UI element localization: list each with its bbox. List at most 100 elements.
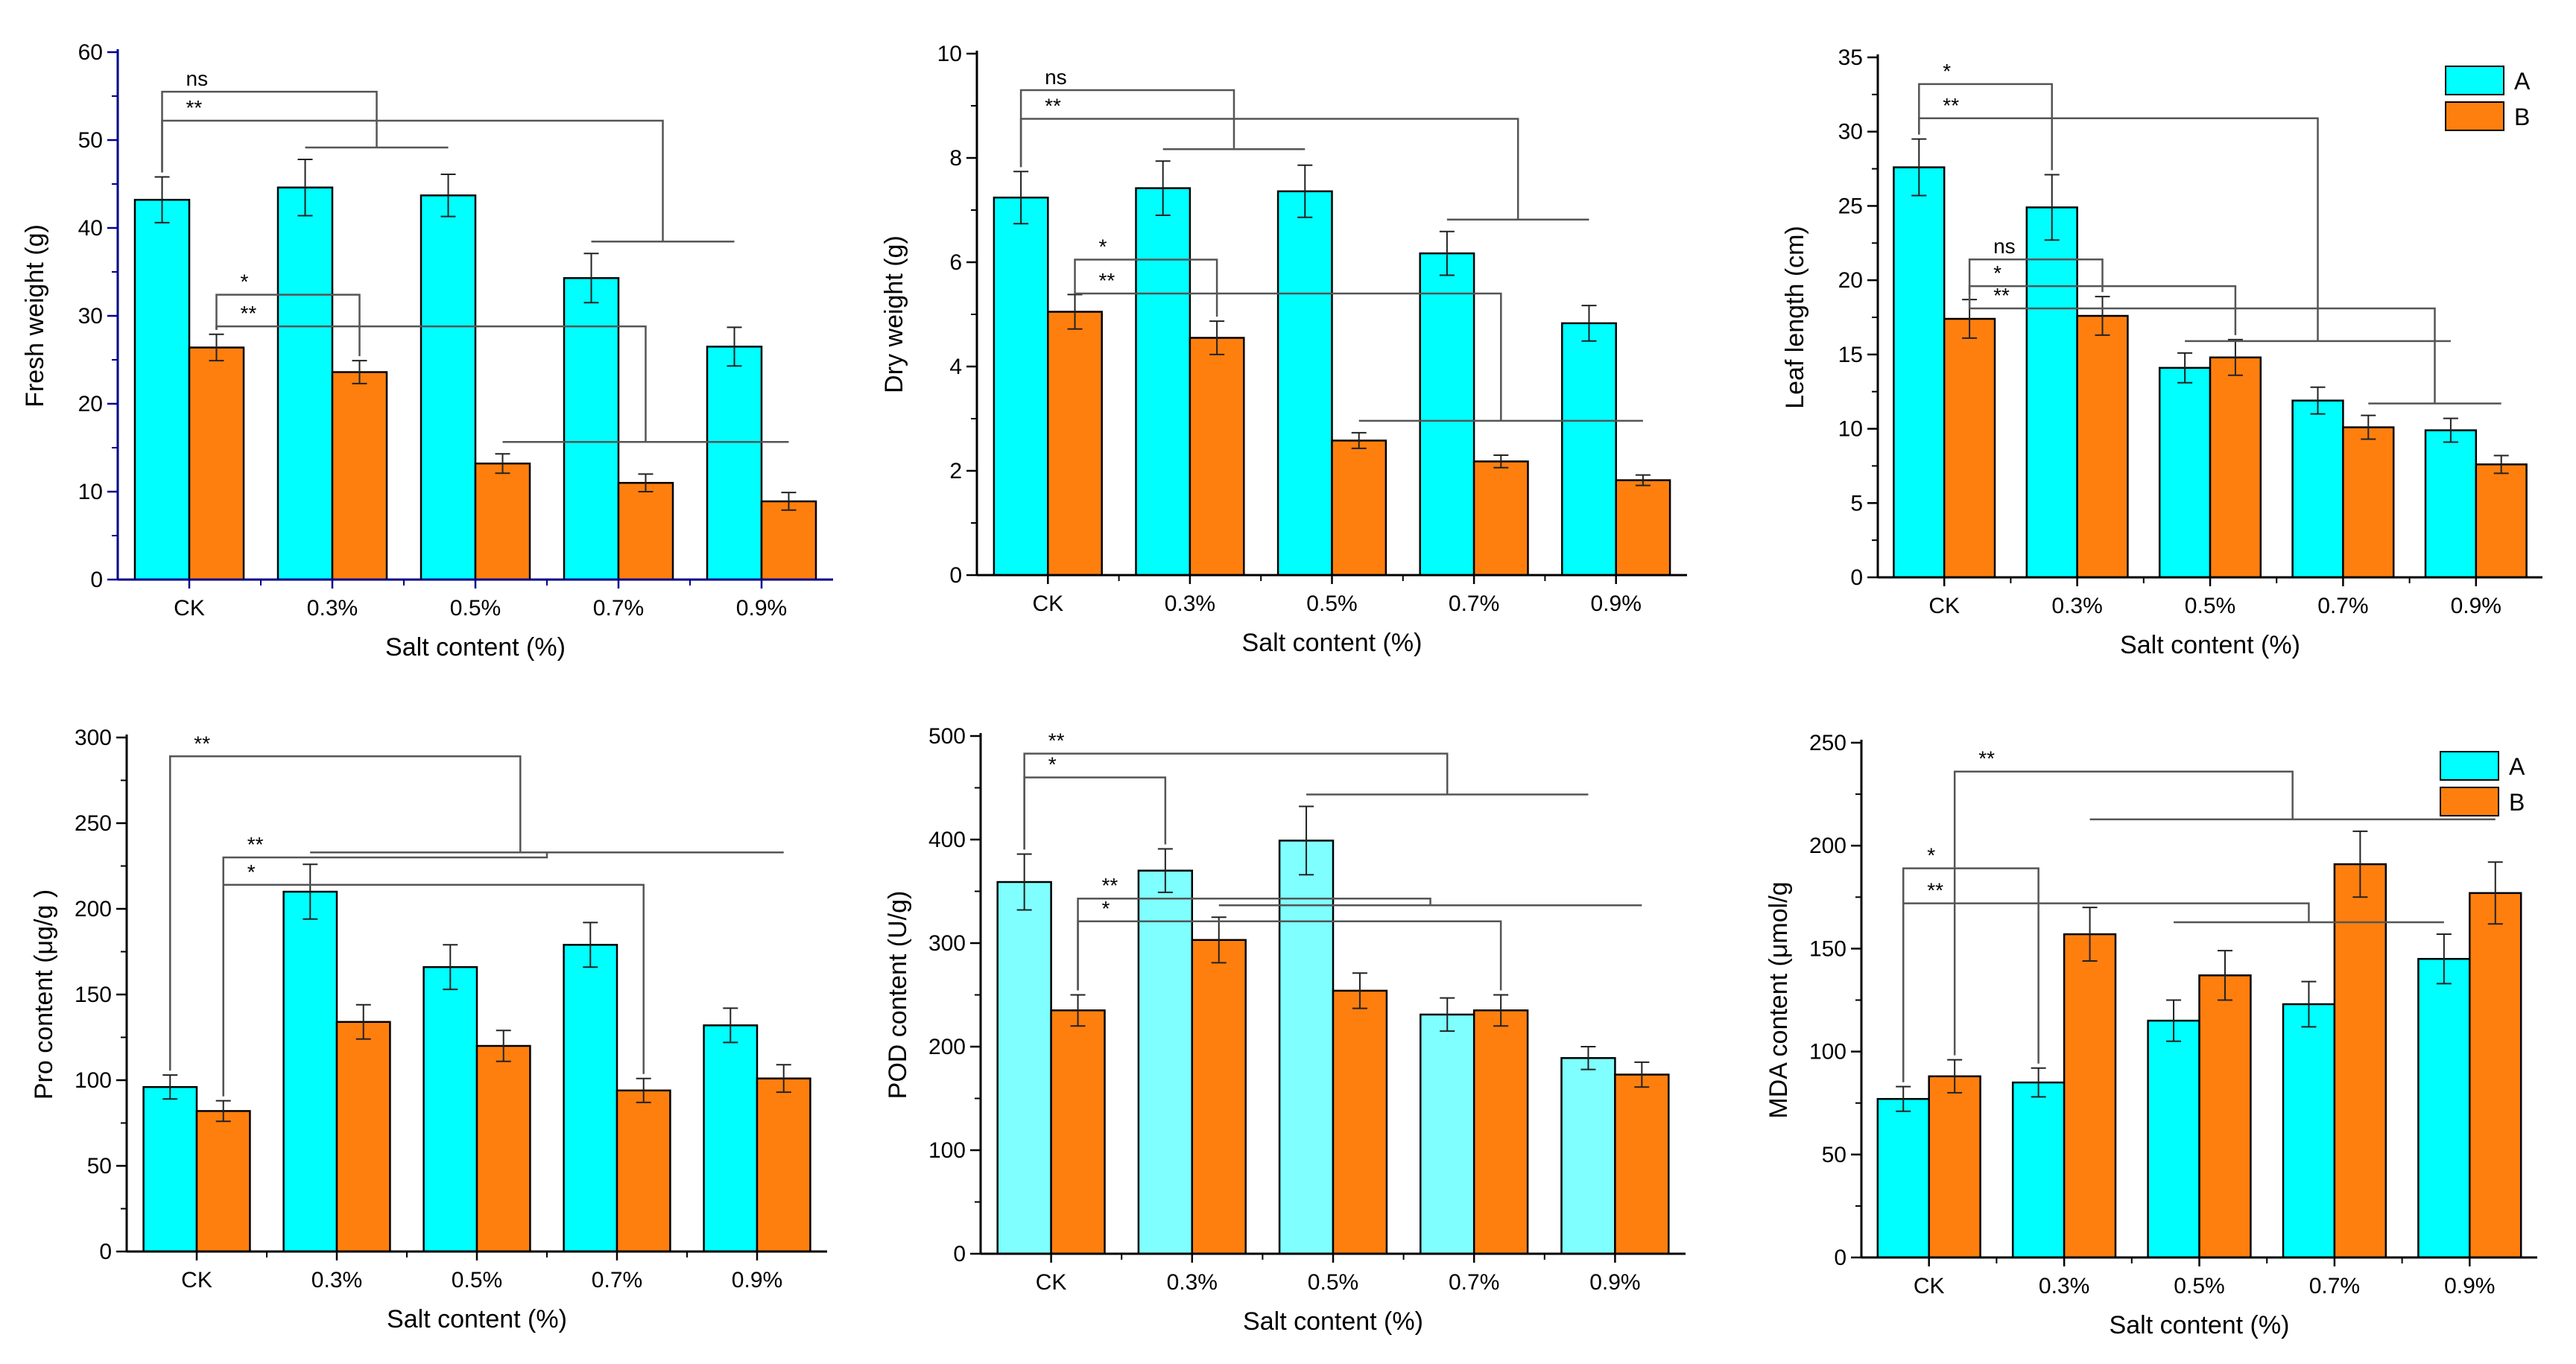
bar-A-0.9% <box>2417 957 2471 1259</box>
y-tick-label: 2 <box>949 459 962 483</box>
significance-label: ** <box>247 833 264 856</box>
error-bar-B-0.7% <box>2361 414 2376 440</box>
error-bar-A-0.9% <box>1580 1046 1596 1070</box>
error-bar-A-0.9% <box>2436 933 2452 985</box>
y-axis-title: MDA content (μmol/g <box>1765 881 1793 1118</box>
bar-B-0.5% <box>2209 356 2262 579</box>
error-bar-B-0.7% <box>638 473 654 492</box>
bar-A-0.9% <box>1560 1057 1616 1255</box>
significance-label: ** <box>1048 729 1065 752</box>
bar-A-CK <box>133 198 191 581</box>
error-bar-B-0.7% <box>636 1077 651 1103</box>
significance-bracket: ** <box>1902 879 2444 1082</box>
bar-B-CK <box>1943 317 1996 579</box>
significance-bracket: ** <box>1953 747 2496 1056</box>
error-bar-B-0.5% <box>2217 950 2232 1001</box>
error-bar-B-0.3% <box>2082 907 2098 962</box>
y-tick-label: 250 <box>1809 731 1846 755</box>
bar-A-CK <box>142 1085 198 1253</box>
error-bar-B-CK <box>1947 1059 1963 1094</box>
bar-B-CK <box>1047 311 1103 577</box>
error-bar-B-0.9% <box>781 492 797 511</box>
y-tick-label: 20 <box>78 392 103 416</box>
bar-B-0.3% <box>1191 939 1247 1255</box>
bar-B-0.9% <box>1614 1073 1670 1255</box>
x-tick-label: 0.9% <box>2444 1274 2495 1298</box>
bracket-line <box>1902 902 2444 1082</box>
y-tick-label: 20 <box>1838 268 1863 293</box>
x-tick-label: 0.9% <box>2451 594 2501 618</box>
bar-B-CK <box>195 1110 251 1253</box>
y-tick-label: 10 <box>937 42 962 66</box>
bar-A-0.5% <box>423 965 478 1253</box>
bar-A-CK <box>1893 166 1946 579</box>
y-tick-label: 60 <box>78 40 103 65</box>
bar-A-CK <box>996 881 1052 1255</box>
x-tick-label: CK <box>1036 1270 1067 1295</box>
error-bar-B-0.5% <box>496 1030 511 1062</box>
error-bar-A-0.5% <box>2177 352 2193 384</box>
error-bar-B-CK <box>215 1100 231 1123</box>
error-bar-A-0.7% <box>1440 997 1455 1032</box>
y-tick-label: 400 <box>928 828 966 852</box>
y-tick-label: 35 <box>1838 45 1863 70</box>
x-tick-label: 0.3% <box>1167 1270 1218 1295</box>
significance-label: * <box>1993 261 2001 285</box>
significance-label: ** <box>1102 874 1118 897</box>
x-tick-label: CK <box>174 596 205 621</box>
bar-A-0.7% <box>1419 252 1475 577</box>
bracket-line <box>1968 285 2237 335</box>
legend-label-A: A <box>2509 753 2525 780</box>
y-axis-title: Leaf length (cm) <box>1781 226 1809 409</box>
error-bar-B-CK <box>1067 294 1083 330</box>
error-bar-A-0.3% <box>2031 1067 2046 1098</box>
significance-bracket: ns <box>1019 66 1306 168</box>
error-bar-A-0.9% <box>1581 305 1597 342</box>
significance-bracket: ** <box>1918 94 2451 343</box>
x-tick-label: 0.9% <box>1589 1270 1640 1295</box>
bar-B-0.5% <box>1332 989 1388 1255</box>
error-bar-A-0.7% <box>583 922 598 968</box>
significance-bracket: * <box>1968 261 2237 335</box>
x-tick-label: 0.7% <box>593 596 644 621</box>
y-tick-label: 300 <box>75 726 112 750</box>
bracket-line <box>1918 83 2053 171</box>
bar-B-0.7% <box>2333 863 2387 1259</box>
bar-B-0.5% <box>474 462 531 581</box>
y-tick-label: 0 <box>90 568 103 592</box>
bar-B-0.9% <box>1615 479 1671 577</box>
error-bar-A-0.7% <box>2301 980 2317 1028</box>
bar-A-CK <box>993 196 1049 577</box>
x-tick-label: 0.3% <box>2051 594 2102 618</box>
x-tick-label: CK <box>1032 591 1063 616</box>
bar-B-0.7% <box>1472 1009 1529 1255</box>
error-bar-A-CK <box>1896 1085 1911 1112</box>
legend-swatch-B <box>2440 787 2499 816</box>
bracket-line <box>161 119 735 243</box>
significance-bracket: ** <box>161 96 735 243</box>
bar-B-0.3% <box>1189 337 1245 577</box>
x-axis-title: Salt content (%) <box>1243 1307 1423 1336</box>
bar-A-0.9% <box>1561 322 1617 577</box>
y-axis-title: Dry weight (g) <box>880 235 908 393</box>
y-tick-label: 200 <box>928 1035 966 1059</box>
bar-A-0.5% <box>2158 367 2212 579</box>
bar-B-CK <box>188 346 245 581</box>
y-tick-label: 0 <box>953 1242 966 1266</box>
error-bar-A-0.9% <box>727 326 742 367</box>
y-tick-label: 150 <box>75 983 112 1007</box>
significance-label: ** <box>1993 284 2010 307</box>
significance-label: ** <box>241 302 257 325</box>
bracket-line <box>1019 118 1589 221</box>
legend-label-A: A <box>2514 68 2531 95</box>
error-bar-B-0.7% <box>1493 994 1509 1027</box>
x-tick-label: 0.5% <box>1306 591 1357 616</box>
error-bar-B-0.5% <box>2227 338 2243 376</box>
error-bar-A-0.5% <box>1299 805 1314 876</box>
y-tick-label: 0 <box>1850 565 1863 590</box>
bar-B-CK <box>1050 1009 1106 1255</box>
y-tick-label: 10 <box>78 480 103 504</box>
error-bar-B-0.5% <box>495 453 510 475</box>
x-axis-title: Salt content (%) <box>385 633 566 662</box>
